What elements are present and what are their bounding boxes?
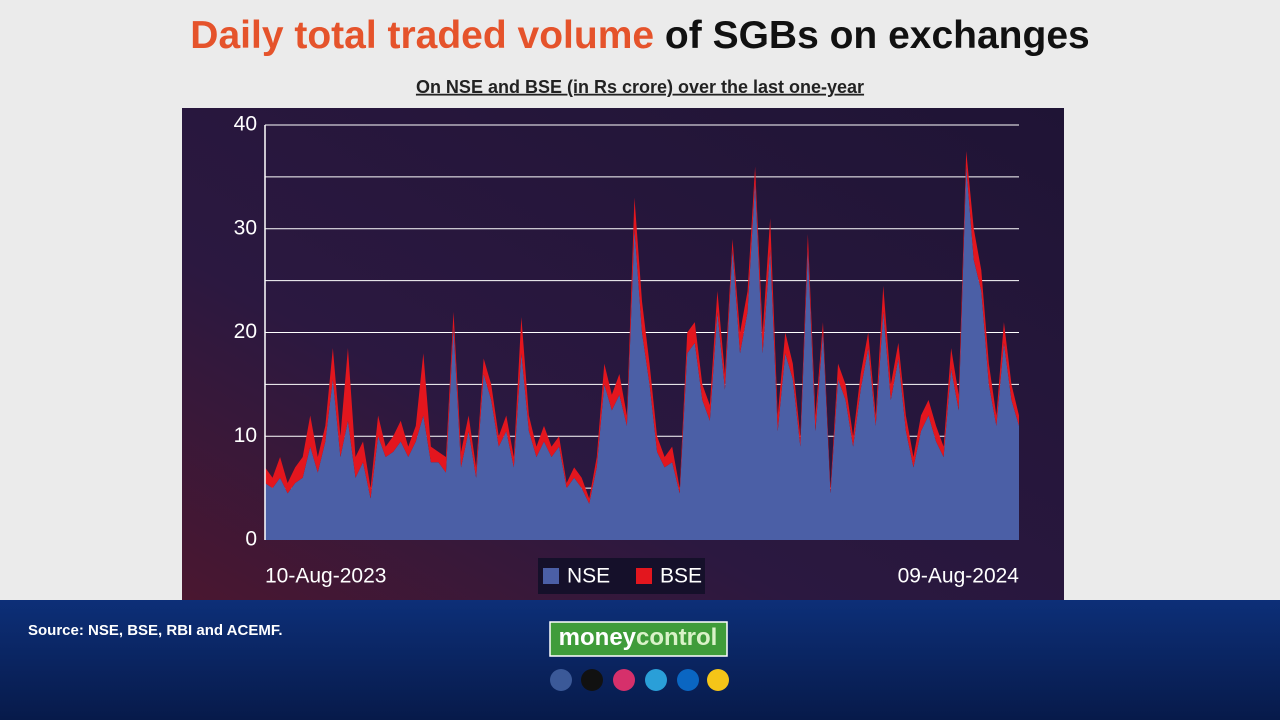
logo-box xyxy=(549,621,728,657)
legend-box xyxy=(538,558,705,594)
legend-swatch xyxy=(543,568,559,584)
y-tick-label: 30 xyxy=(234,216,257,239)
logo-part: control xyxy=(636,624,717,651)
y-tick-label: 0 xyxy=(245,528,257,551)
chart-title: Daily total traded volume of SGBs on exc… xyxy=(190,14,1089,57)
x-tick-label: 09-Aug-2024 xyxy=(898,565,1020,588)
source: Source: NSE, BSE, RBI and ACEMF. xyxy=(28,622,282,639)
x-tick-label: 10-Aug-2023 xyxy=(265,565,386,588)
title-rest: of SGBs on exchanges xyxy=(665,14,1090,57)
legend-label: NSE xyxy=(567,565,610,588)
footer xyxy=(0,600,1280,720)
y-tick-label: 10 xyxy=(234,424,257,447)
plot: 0 10 20 30 40 10-Aug-2023 09-Aug-2024 NSE BSE xyxy=(234,113,1020,594)
subtitle: On NSE and BSE (in Rs crore) over the la… xyxy=(416,77,864,97)
icon-linkedin[interactable] xyxy=(677,669,699,691)
y-tick-label: 40 xyxy=(234,113,257,136)
icon-facebook[interactable] xyxy=(550,669,572,691)
area-bse xyxy=(265,150,1019,504)
icon-koo[interactable] xyxy=(707,669,729,691)
legend-swatch xyxy=(636,568,652,584)
logo: moneycontrol xyxy=(559,624,718,651)
icon-instagram[interactable] xyxy=(613,669,635,691)
area-nse xyxy=(265,166,1019,540)
title-highlight: Daily total traded volume xyxy=(190,14,654,57)
logo-part: money xyxy=(559,624,637,651)
icon-x[interactable] xyxy=(581,669,603,691)
icon-telegram[interactable] xyxy=(645,669,667,691)
y-tick-label: 20 xyxy=(234,320,257,343)
social-icons xyxy=(550,669,729,691)
legend-label: BSE xyxy=(660,565,702,588)
